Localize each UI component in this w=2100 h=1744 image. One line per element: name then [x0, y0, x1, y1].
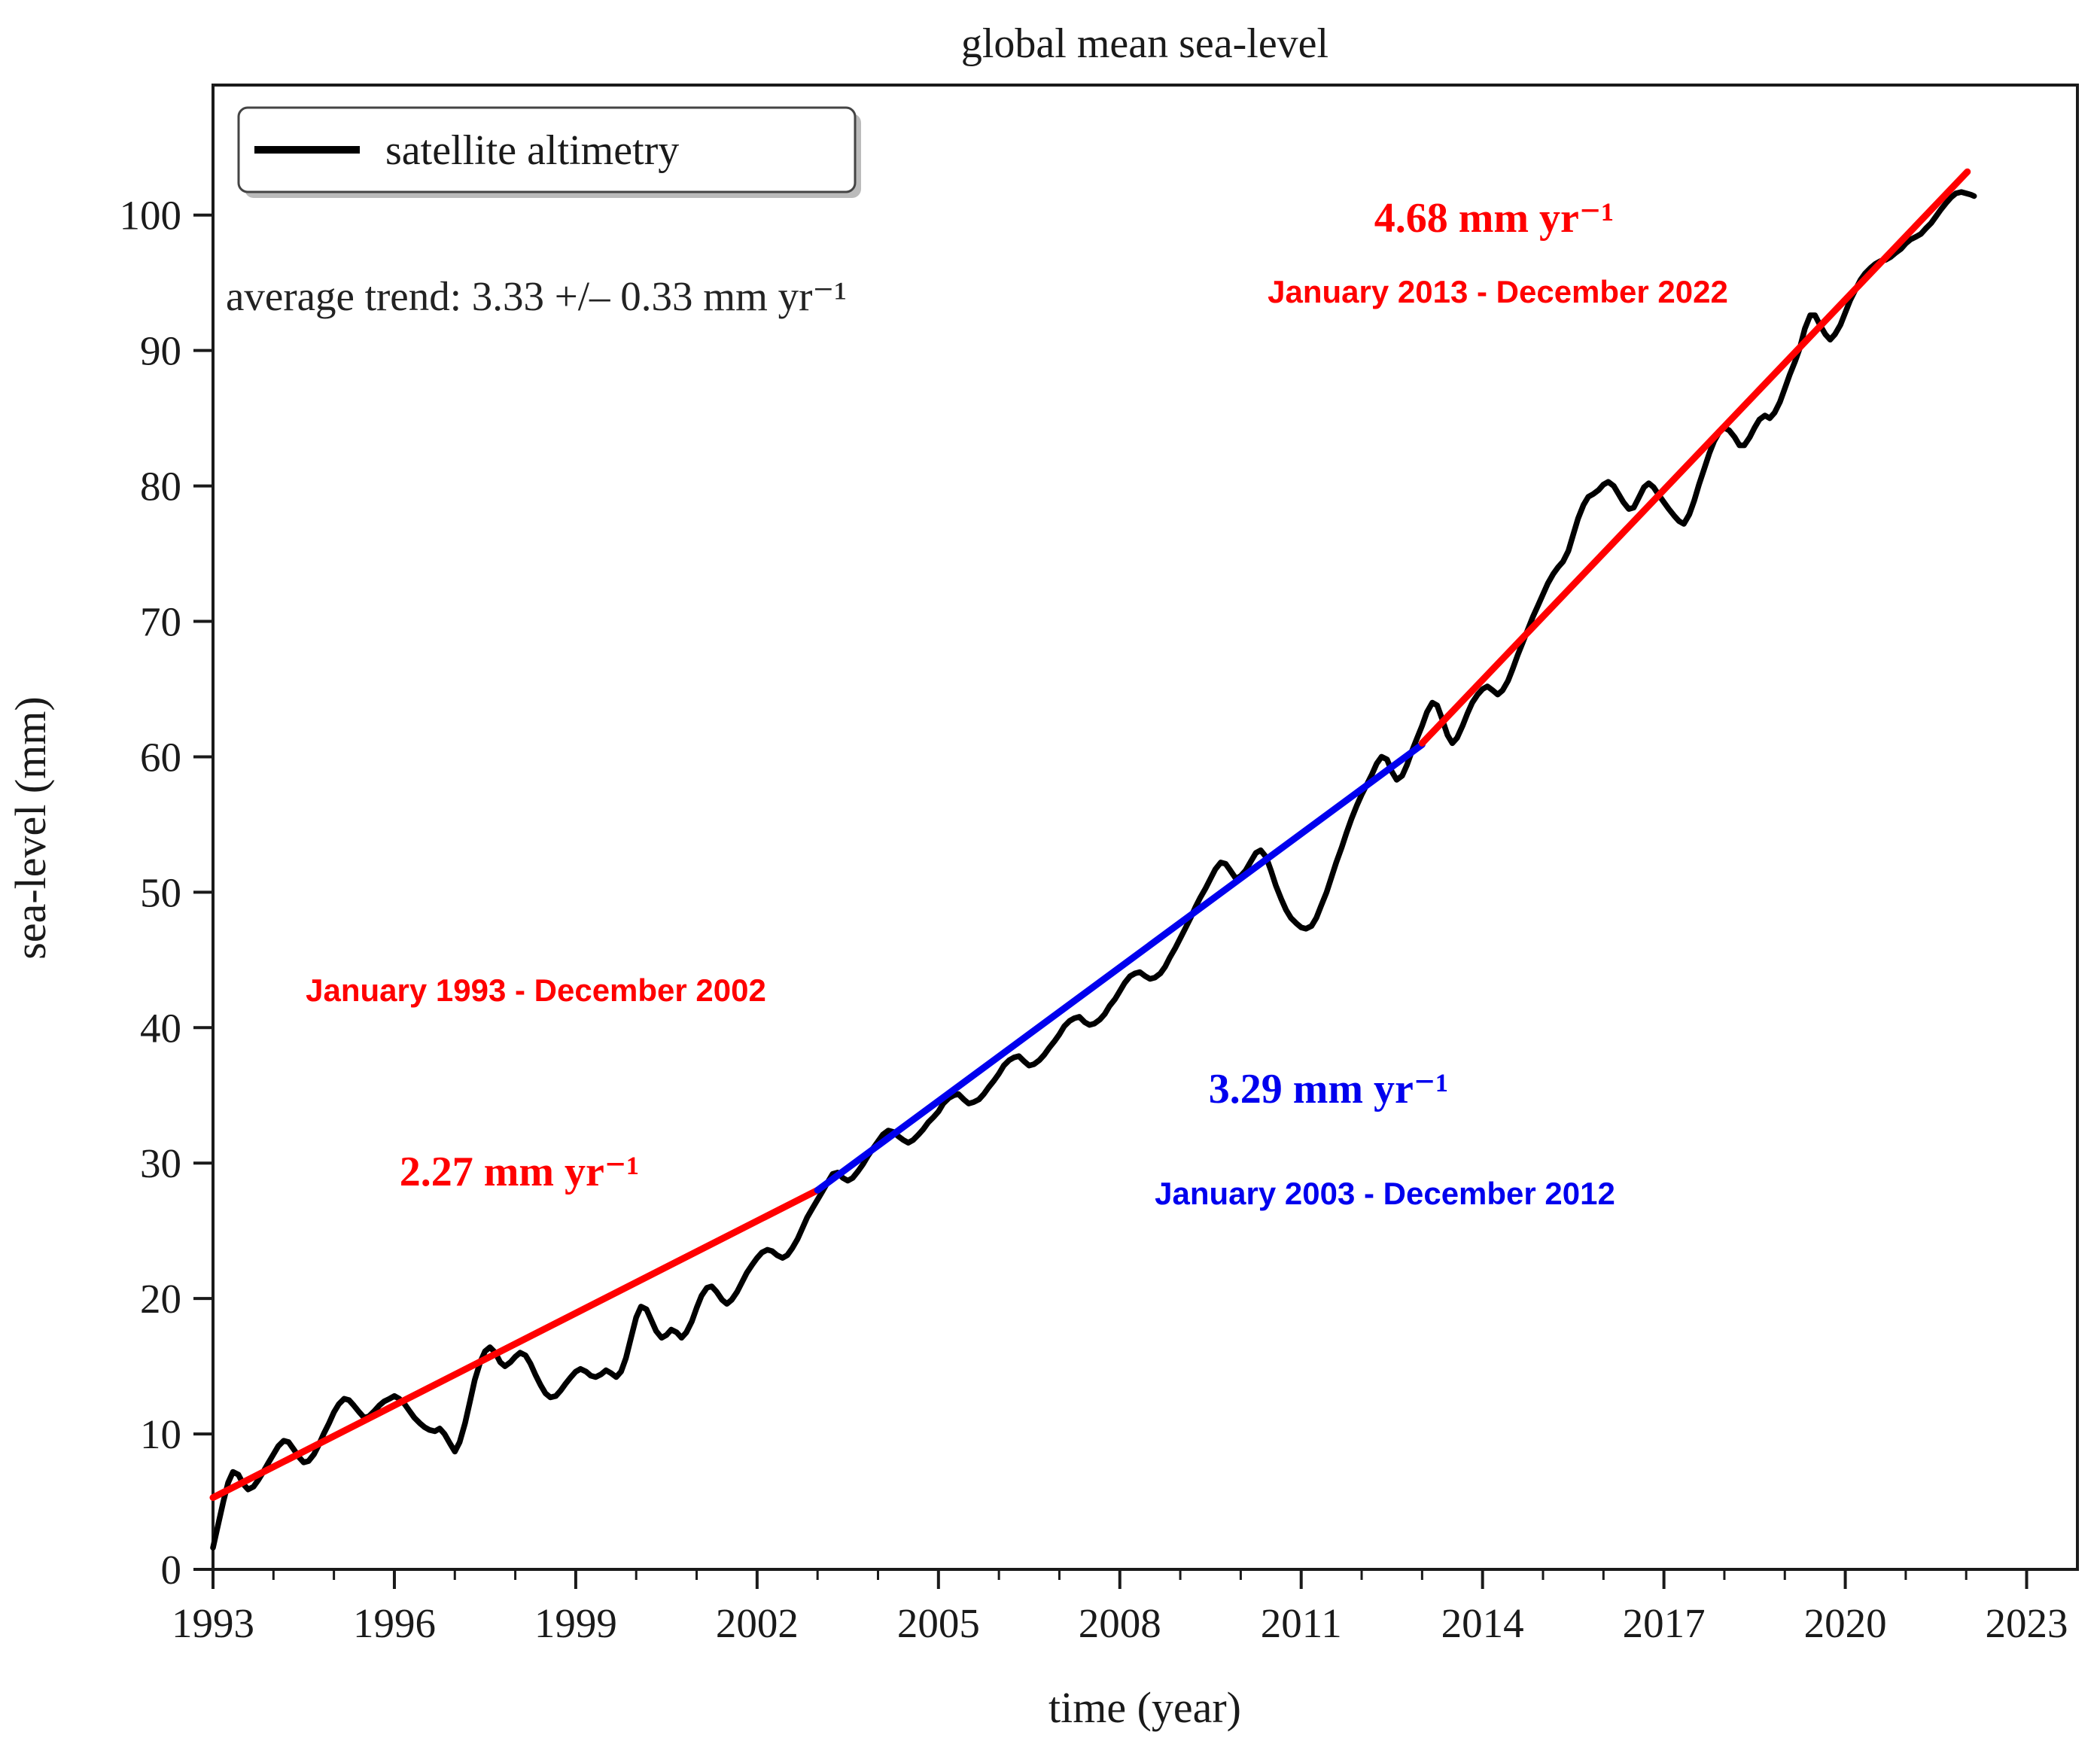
legend: satellite altimetry	[237, 106, 861, 198]
y-tick-label: 60	[140, 734, 181, 780]
y-tick-label: 30	[140, 1140, 181, 1186]
series-satellite-altimetry	[210, 189, 1977, 1551]
x-tick-label: 1996	[353, 1600, 436, 1646]
y-tick-label: 20	[140, 1276, 181, 1322]
x-tick-label: 2008	[1079, 1600, 1161, 1646]
plot-area: 1993 1996 1999 2002 2005 2008 2011 2014 2017 2020…	[120, 84, 2079, 1646]
plot-frame	[212, 84, 2079, 1571]
y-axis-label: sea-level (mm)	[6, 696, 55, 959]
x-tick-label: 1999	[534, 1600, 617, 1646]
legend-box	[237, 106, 857, 193]
trend-rate-2003-2012: 3.29 mm yr⁻¹	[1209, 1066, 1449, 1112]
trend-period-2013-2022: January 2013 - December 2022	[1268, 274, 1728, 309]
chart-title: global mean sea-level	[961, 20, 1328, 67]
trend-rate-2013-2022: 4.68 mm yr⁻¹	[1374, 195, 1615, 242]
y-tick-label: 90	[140, 328, 181, 374]
x-tick-label: 2020	[1804, 1600, 1887, 1646]
trend-period-2003-2012: January 2003 - December 2012	[1155, 1176, 1615, 1211]
x-tick-label: 2002	[716, 1600, 799, 1646]
x-tick-label: 2011	[1261, 1600, 1342, 1646]
y-tick-label: 100	[120, 193, 182, 239]
y-tick-label: 80	[140, 464, 181, 510]
y-tick-label: 70	[140, 599, 181, 645]
x-tick-label: 2014	[1441, 1600, 1524, 1646]
series-trend-january-2013-december-2022-4-68-mm-yr	[1418, 168, 1971, 747]
series-trend-january-1993-december-2002-2-27-mm-yr	[209, 1186, 821, 1502]
y-tick-label: 10	[140, 1411, 181, 1457]
x-tick-label: 2005	[897, 1600, 980, 1646]
y-tick-label: 50	[140, 869, 181, 915]
trend-rate-1993-2002: 2.27 mm yr⁻¹	[400, 1149, 640, 1195]
x-axis-label: time (year)	[1048, 1683, 1241, 1732]
series-trend-january-2003-december-2012-3-29-mm-yr	[814, 741, 1426, 1194]
x-tick-label: 2023	[1986, 1600, 2068, 1646]
average-trend-annotation: average trend: 3.33 +/– 0.33 mm yr⁻¹	[226, 273, 847, 319]
trend-period-1993-2002: January 1993 - December 2002	[306, 972, 766, 1008]
y-tick-label: 40	[140, 1005, 181, 1051]
legend-label: satellite altimetry	[385, 127, 679, 174]
x-tick-label: 2017	[1623, 1600, 1706, 1646]
y-tick-label: 0	[161, 1547, 182, 1593]
x-tick-label: 1993	[172, 1600, 254, 1646]
